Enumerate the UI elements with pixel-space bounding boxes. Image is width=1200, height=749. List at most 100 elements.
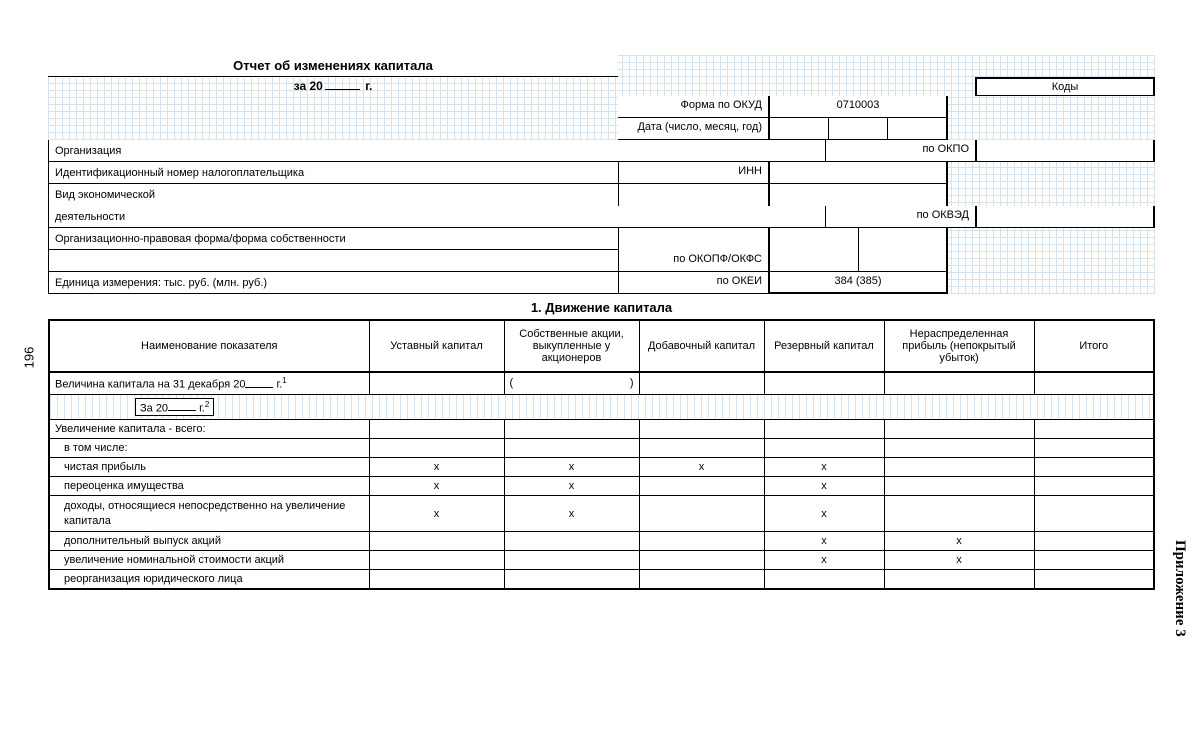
org-label: Организация xyxy=(48,140,134,162)
cell xyxy=(1034,550,1154,569)
cell xyxy=(1034,372,1154,394)
cell xyxy=(1034,531,1154,550)
date-code xyxy=(768,118,948,140)
cell: х xyxy=(764,458,884,477)
cell xyxy=(884,477,1034,496)
row-label: Увеличение капитала - всего: xyxy=(49,420,369,439)
cell xyxy=(1034,439,1154,458)
cell: х xyxy=(504,496,639,532)
form-container: Отчет об изменениях капитала за 20 г. Ко… xyxy=(48,55,1155,590)
cell xyxy=(764,420,884,439)
cell xyxy=(764,569,884,589)
report-title: Отчет об изменениях капитала xyxy=(48,55,618,77)
page-number: 196 xyxy=(21,347,36,369)
row-label: в том числе: xyxy=(49,439,369,458)
cell: х xyxy=(764,477,884,496)
cell xyxy=(369,372,504,394)
row-label: чистая прибыль xyxy=(49,458,369,477)
cell xyxy=(504,439,639,458)
cell: х xyxy=(884,531,1034,550)
cell xyxy=(764,372,884,394)
date-label: Дата (число, месяц, год) xyxy=(618,118,768,140)
cell xyxy=(764,439,884,458)
okud-code: 0710003 xyxy=(768,96,948,118)
cell: х xyxy=(764,496,884,532)
cell: х xyxy=(504,458,639,477)
okopf-code-top xyxy=(768,228,948,250)
cell: () xyxy=(504,372,639,394)
cell xyxy=(639,496,764,532)
codes-header: Коды xyxy=(975,77,1155,96)
okved-label: по ОКВЭД xyxy=(825,206,975,228)
period-cell: за 20 г. xyxy=(48,77,618,96)
cell xyxy=(1034,496,1154,532)
cell xyxy=(884,372,1034,394)
row-label: переоценка имущества xyxy=(49,477,369,496)
cell xyxy=(884,439,1034,458)
cell xyxy=(639,420,764,439)
cell: х xyxy=(369,458,504,477)
row-label: дополнительный выпуск акций xyxy=(49,531,369,550)
activity-label1: Вид экономической xyxy=(48,184,168,206)
cell: х xyxy=(764,531,884,550)
okud-label: Форма по ОКУД xyxy=(618,96,768,118)
cell xyxy=(504,420,639,439)
okopf-label: по ОКОПФ/ОКФС xyxy=(618,250,768,272)
cell: х xyxy=(369,496,504,532)
col-ownshares: Собственные акции, выкупленные у акционе… xyxy=(504,320,639,372)
cell: х xyxy=(639,458,764,477)
activity-label2: деятельности xyxy=(48,206,168,228)
appendix-label: Приложение 3 xyxy=(1171,540,1188,637)
row-label: Величина капитала на 31 декабря 20 г.1 xyxy=(49,372,369,394)
cell xyxy=(639,531,764,550)
okei-label: по ОКЕИ xyxy=(618,272,768,294)
col-dobavochny: Добавочный капитал xyxy=(639,320,764,372)
cell xyxy=(639,550,764,569)
cell xyxy=(639,569,764,589)
row-label: реорганизация юридического лица xyxy=(49,569,369,589)
cell xyxy=(504,531,639,550)
legalform-label: Организационно-правовая форма/форма собс… xyxy=(48,228,618,250)
cell: х xyxy=(884,550,1034,569)
cell xyxy=(884,458,1034,477)
row-label: доходы, относящиеся непосредственно на у… xyxy=(49,496,369,532)
cell xyxy=(369,439,504,458)
cell xyxy=(639,477,764,496)
row-label: увеличение номинальной стоимости акций xyxy=(49,550,369,569)
za-period-row: За 20 г.2 xyxy=(49,394,1154,420)
cell xyxy=(369,420,504,439)
inn-left-label: Идентификационный номер налогоплательщик… xyxy=(48,162,618,184)
cell: х xyxy=(369,477,504,496)
cell xyxy=(369,569,504,589)
okved-spacer xyxy=(618,184,768,206)
cell xyxy=(504,569,639,589)
col-itogo: Итого xyxy=(1034,320,1154,372)
cell xyxy=(884,569,1034,589)
okopf-code xyxy=(768,250,948,272)
cell xyxy=(1034,458,1154,477)
col-ustavny: Уставный капитал xyxy=(369,320,504,372)
cell: х xyxy=(504,477,639,496)
okved-code xyxy=(975,206,1155,228)
col-rezervny: Резервный капитал xyxy=(764,320,884,372)
cell xyxy=(369,531,504,550)
cell xyxy=(504,550,639,569)
cell xyxy=(639,439,764,458)
cell xyxy=(1034,477,1154,496)
cell xyxy=(884,496,1034,532)
cell xyxy=(1034,569,1154,589)
okved-code-top xyxy=(768,184,948,206)
cell xyxy=(639,372,764,394)
unit-label: Единица измерения: тыс. руб. (млн. руб.) xyxy=(48,272,618,294)
col-name: Наименование показателя xyxy=(49,320,369,372)
okpo-code xyxy=(975,140,1155,162)
cell: х xyxy=(764,550,884,569)
cell xyxy=(1034,420,1154,439)
okopf-spacer xyxy=(618,228,768,250)
cell xyxy=(884,420,1034,439)
section1-title: 1. Движение капитала xyxy=(48,294,1155,319)
inn-code xyxy=(768,162,948,184)
cell xyxy=(369,550,504,569)
col-retained: Нераспределенная прибыль (непокрытый убы… xyxy=(884,320,1034,372)
inn-right-label: ИНН xyxy=(618,162,768,184)
